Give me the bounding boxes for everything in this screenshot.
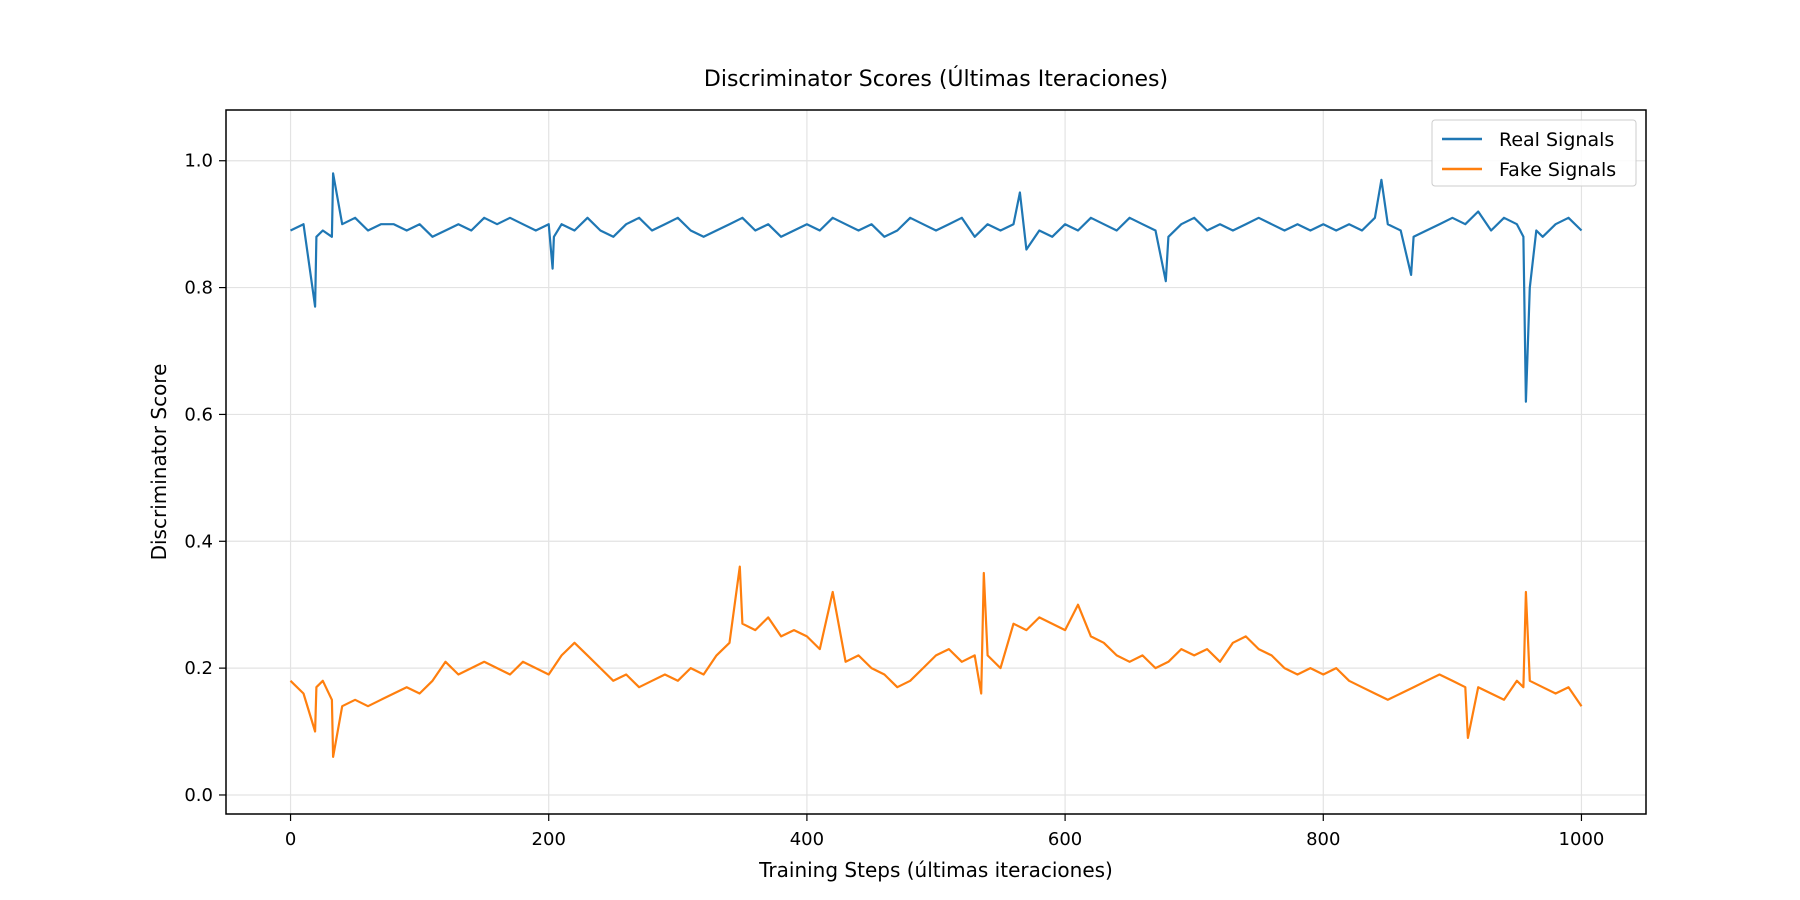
y-tick-label: 0.0: [184, 785, 213, 806]
series-line-fake: [289, 565, 1583, 759]
series-layer: [289, 172, 1583, 759]
legend-box: [1431, 119, 1637, 187]
legend-label-real: Real Signals: [1499, 129, 1614, 151]
x-axis-title: Training Steps (últimas iteraciones): [758, 858, 1113, 882]
y-tick-label: 0.2: [184, 658, 213, 679]
x-tick-label: 800: [1306, 829, 1340, 850]
y-tick-label: 1.0: [184, 151, 213, 172]
grid: [226, 110, 1646, 814]
legend: Real Signals Fake Signals: [1431, 119, 1637, 187]
x-tick-label: 600: [1048, 829, 1082, 850]
y-tick-label: 0.6: [184, 404, 213, 425]
legend-label-fake: Fake Signals: [1499, 159, 1616, 181]
y-axis-title: Discriminator Score: [147, 364, 171, 561]
x-tick-label: 1000: [1559, 829, 1605, 850]
y-tick-label: 0.4: [184, 531, 213, 552]
y-tick-label: 0.8: [184, 278, 213, 299]
x-tick-label: 400: [790, 829, 824, 850]
x-tick-label: 0: [285, 829, 296, 850]
plot-frame: [225, 109, 1647, 815]
chart-title: Discriminator Scores (Últimas Iteracione…: [704, 66, 1168, 92]
series-line-real: [290, 172, 1583, 403]
ticks: 0 200 400 600 800 1000 0.0 0.2 0.4 0.6 0.8 1.0: [184, 151, 1604, 850]
x-tick-label: 200: [532, 829, 566, 850]
